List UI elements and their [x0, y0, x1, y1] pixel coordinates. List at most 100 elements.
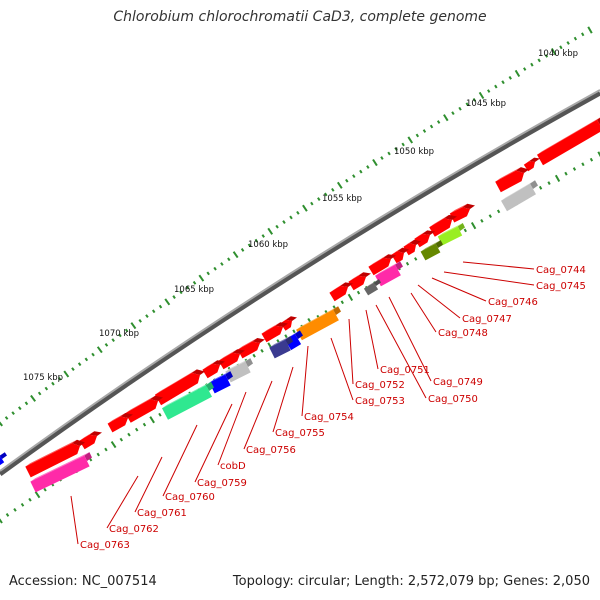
- gene-label[interactable]: Cag_0762: [109, 524, 159, 535]
- gene-label[interactable]: Cag_0756: [246, 445, 296, 456]
- outer-tick: [359, 169, 363, 174]
- inner-tick: [538, 185, 543, 190]
- gene-label[interactable]: Cag_0763: [80, 540, 130, 551]
- gene-feature[interactable]: [0, 452, 7, 466]
- gene-feature-top: [269, 336, 291, 348]
- outer-tick: [240, 248, 245, 252]
- inner-tick: [496, 209, 501, 214]
- gene-feature[interactable]: [269, 336, 293, 359]
- gene-feature[interactable]: [25, 439, 85, 478]
- gene-label[interactable]: Cag_0748: [438, 328, 488, 339]
- gene-feature-front: [363, 282, 379, 296]
- outer-tick: [51, 381, 55, 386]
- gene-feature-top: [363, 279, 379, 289]
- outer-tick: [213, 266, 217, 271]
- gene-feature[interactable]: [368, 254, 396, 276]
- gene-feature-end: [597, 117, 600, 125]
- gene-feature[interactable]: [261, 322, 289, 343]
- inner-tick: [572, 167, 577, 171]
- gene-feature-top: [420, 240, 441, 252]
- inner-tick: [28, 497, 32, 502]
- gene-feature[interactable]: [296, 306, 341, 341]
- gene-feature[interactable]: [363, 279, 381, 296]
- gene-label[interactable]: Cag_0747: [462, 314, 512, 325]
- inner-tick: [480, 218, 484, 223]
- gene-label[interactable]: Cag_0755: [275, 428, 325, 439]
- outer-tick: [472, 97, 477, 102]
- gene-feature[interactable]: [237, 338, 265, 359]
- gene-label[interactable]: Cag_0744: [536, 265, 586, 276]
- gene-feature[interactable]: [403, 239, 421, 256]
- gene-label[interactable]: Cag_0751: [380, 365, 430, 376]
- gene-feature[interactable]: [280, 316, 298, 331]
- gene-feature-front: [0, 456, 5, 466]
- outer-tick: [227, 257, 231, 262]
- gene-feature-top: [523, 157, 535, 165]
- outer-tick: [581, 32, 585, 37]
- gene-feature[interactable]: [79, 431, 102, 450]
- gene-label[interactable]: Cag_0760: [165, 492, 215, 503]
- gene-feature[interactable]: [495, 167, 529, 193]
- outer-tick: [198, 274, 205, 282]
- gene-feature[interactable]: [125, 395, 163, 423]
- gene-label[interactable]: Cag_0746: [488, 297, 538, 308]
- gene-feature-top: [375, 261, 401, 276]
- outer-tick: [523, 67, 527, 71]
- outer-tick: [37, 391, 42, 396]
- outer-tick: [487, 89, 491, 93]
- gene-feature[interactable]: [348, 272, 371, 291]
- inner-tick: [597, 151, 600, 158]
- gene-label[interactable]: Cag_0750: [428, 394, 478, 405]
- inner-tick: [414, 257, 418, 261]
- gene-feature[interactable]: [154, 369, 205, 406]
- gene-feature-front: [523, 161, 535, 172]
- gene-feature[interactable]: [209, 371, 233, 394]
- gene-label-leader: [365, 309, 379, 370]
- gene-label[interactable]: Cag_0754: [304, 412, 354, 423]
- kbp-label: 1040 kbp: [538, 49, 578, 59]
- gene-label[interactable]: Cag_0752: [355, 380, 405, 391]
- gene-feature[interactable]: [449, 203, 475, 223]
- gene-feature[interactable]: [218, 349, 246, 370]
- gene-feature-end: [530, 180, 538, 189]
- gene-feature-front: [329, 285, 348, 302]
- gene-label[interactable]: Cag_0745: [536, 281, 586, 292]
- inner-tick: [547, 181, 551, 185]
- gene-label[interactable]: Cag_0761: [137, 508, 187, 519]
- gene-label[interactable]: cobD: [220, 461, 246, 472]
- gene-feature[interactable]: [523, 157, 540, 172]
- gene-label-leader: [272, 366, 294, 433]
- gene-feature[interactable]: [391, 247, 409, 264]
- topology-text: Topology: circular; Length: 2,572,079 bp…: [232, 574, 590, 589]
- gene-feature[interactable]: [437, 223, 465, 246]
- gene-feature[interactable]: [329, 282, 353, 302]
- gene-feature-end: [462, 203, 475, 209]
- gene-feature[interactable]: [202, 360, 225, 379]
- gene-feature-top: [30, 452, 90, 482]
- outer-tick: [145, 314, 149, 318]
- gene-feature[interactable]: [30, 452, 92, 493]
- gene-label[interactable]: Cag_0753: [355, 396, 405, 407]
- gene-label[interactable]: Cag_0749: [433, 377, 483, 388]
- gene-feature[interactable]: [429, 214, 457, 237]
- outer-tick: [220, 262, 224, 266]
- gene-feature-top: [225, 358, 251, 372]
- gene-label[interactable]: Cag_0759: [197, 478, 247, 489]
- gene-feature[interactable]: [537, 116, 600, 166]
- gene-feature[interactable]: [414, 230, 435, 248]
- gene-feature[interactable]: [162, 381, 214, 420]
- gene-feature[interactable]: [420, 240, 443, 261]
- gene-feature[interactable]: [107, 413, 133, 433]
- inner-tick: [13, 508, 17, 512]
- gene-feature-end: [206, 381, 214, 391]
- outer-tick: [366, 165, 370, 169]
- gene-feature-top: [261, 322, 281, 334]
- gene-feature-end: [444, 214, 457, 220]
- gene-feature[interactable]: [501, 180, 538, 212]
- gene-feature-top: [280, 316, 291, 324]
- gene-feature[interactable]: [375, 261, 403, 287]
- gene-feature-end: [333, 306, 341, 315]
- inner-tick: [34, 491, 41, 499]
- gene-feature-end: [72, 439, 85, 446]
- outer-tick: [179, 290, 183, 295]
